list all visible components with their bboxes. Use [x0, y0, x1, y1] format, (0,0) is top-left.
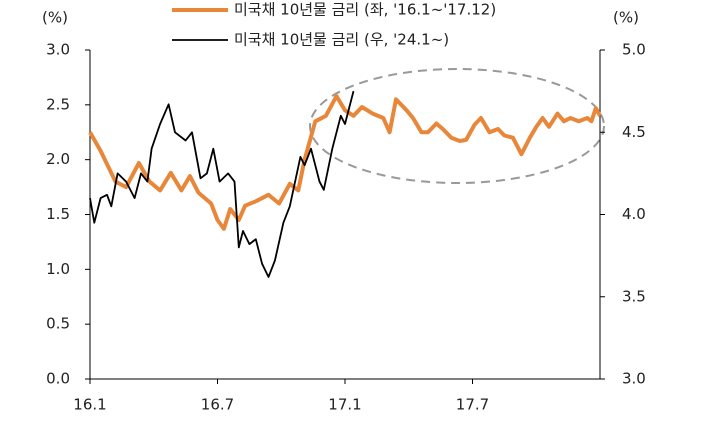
- y-axis-label: (%): [42, 9, 68, 27]
- y-tick-label: 2.0: [46, 150, 70, 168]
- series-line: [88, 94, 602, 231]
- y-tick-label: 2.5: [46, 95, 70, 113]
- y2-tick-label: 4.0: [622, 205, 646, 223]
- y-tick-label: 1.5: [46, 205, 70, 223]
- y-tick-label: 3.0: [46, 41, 70, 59]
- series-line: [89, 90, 355, 278]
- x-tick-label: 17.1: [328, 396, 361, 414]
- x-tick-label: 17.7: [456, 396, 489, 414]
- x-tick-label: 16.1: [73, 396, 106, 414]
- y2-tick-label: 5.0: [622, 41, 646, 59]
- x-tick-label: 16.7: [201, 396, 234, 414]
- legend-label: 미국채 10년물 금리 (우, '24.1~): [234, 31, 449, 49]
- y-tick-label: 1.0: [46, 260, 70, 278]
- y2-tick-label: 4.5: [622, 123, 646, 141]
- legend-label: 미국채 10년물 금리 (좌, '16.1~'17.12): [234, 1, 496, 19]
- y2-tick-label: 3.0: [622, 370, 646, 388]
- highlight-ellipse: [309, 68, 605, 184]
- y-tick-label: 0.0: [46, 370, 70, 388]
- y-tick-label: 0.5: [46, 315, 70, 333]
- y2-tick-label: 3.5: [622, 287, 646, 305]
- y2-axis-label: (%): [613, 9, 639, 27]
